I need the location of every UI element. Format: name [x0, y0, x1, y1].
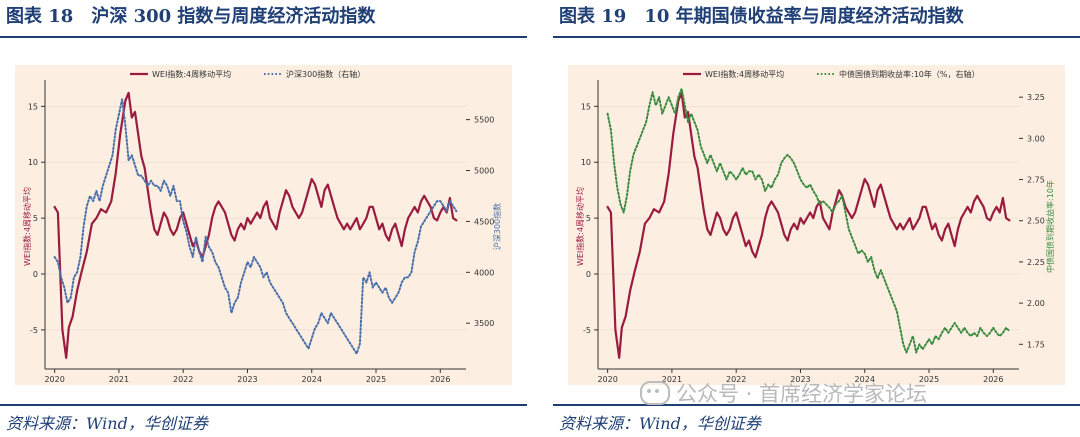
y-tick-label-right: 5000	[474, 167, 494, 176]
y-tick-label-right: 4000	[474, 268, 494, 277]
y-axis-label-right: 沪深300指数	[492, 203, 502, 250]
x-tick-label: 2021	[109, 375, 129, 384]
watermark-text: 公众号 · 首席经济学家论坛	[676, 382, 928, 406]
y-tick-label-right: 3.25	[1027, 93, 1045, 102]
x-tick-label: 2021	[662, 375, 682, 384]
y-axis-label-right: 中债国债到期收益率:10年	[1045, 180, 1055, 273]
y-tick-label-right: 2.75	[1027, 176, 1045, 185]
x-tick-label: 2020	[44, 375, 64, 384]
x-tick-label: 2020	[597, 375, 617, 384]
plot-background	[568, 65, 1065, 385]
y-tick-label-left: 5	[33, 214, 38, 223]
x-tick-label: 2025	[366, 375, 386, 384]
y-tick-label-left: 5	[586, 214, 591, 223]
series-line-right-axis	[606, 87, 1011, 354]
legend: WEI指数:4周移动平均 沪深300指数（右轴）	[130, 69, 365, 79]
chart-hs300-vs-wei: -5 0 5 10 15 3500 4000 4500 5000 5500 2020 2021 2022…	[15, 65, 512, 385]
y-tick-label-right: 1.75	[1027, 340, 1045, 349]
y-tick-label-right: 3.00	[1027, 134, 1045, 143]
x-tick-label: 2023	[237, 375, 257, 384]
x-tick-label: 2025	[919, 375, 939, 384]
x-tick-label: 2022	[173, 375, 193, 384]
y-tick-label-right: 2.00	[1027, 299, 1045, 308]
source-note: 资料来源：Wind，华创证券	[559, 414, 761, 433]
y-tick-label-right: 2.50	[1027, 217, 1045, 226]
y-tick-label-left: 0	[33, 270, 38, 279]
source-note: 资料来源：Wind，华创证券	[6, 414, 208, 433]
x-tick-label: 2024	[855, 375, 875, 384]
y-tick-label-left: 0	[586, 270, 591, 279]
legend-label: WEI指数:4周移动平均	[705, 69, 784, 79]
y-axis-label-left: WEI指数:4周移动平均	[22, 187, 32, 266]
y-tick-label-left: -5	[583, 326, 591, 335]
y-tick-label-left: 15	[581, 102, 591, 111]
source-rule	[553, 404, 1080, 406]
series-line-wei	[53, 91, 458, 359]
wechat-icon	[640, 381, 670, 405]
chart-title: 图表 19 10 年期国债收益率与周度经济活动指数	[559, 6, 964, 27]
y-tick-label-right: 5500	[474, 116, 494, 125]
title-rule	[553, 36, 1080, 38]
y-tick-label-left: 10	[28, 158, 38, 167]
series-line-wei	[606, 91, 1011, 359]
legend-label: WEI指数:4周移动平均	[152, 69, 231, 79]
x-tick-label: 2022	[726, 375, 746, 384]
y-tick-label-left: -5	[30, 326, 38, 335]
legend: WEI指数:4周移动平均 中债国债到期收益率:10年（%，右轴）	[683, 69, 979, 79]
chart-panel-bond-yield: 图表 19 10 年期国债收益率与周度经济活动指数 -5 0 5 10 15 1.75 2.…	[553, 0, 1080, 437]
series-line-right-axis	[53, 98, 458, 355]
y-tick-label-left: 10	[581, 158, 591, 167]
plot-background	[15, 65, 512, 385]
y-tick-label-left: 15	[28, 102, 38, 111]
legend-label: 中债国债到期收益率:10年（%，右轴）	[839, 69, 979, 79]
y-tick-label-right: 2.25	[1027, 258, 1045, 267]
title-rule	[0, 36, 527, 38]
legend-label: 沪深300指数（右轴）	[286, 69, 365, 79]
chart-bond-yield-vs-wei: -5 0 5 10 15 1.75 2.00 2.25 2.50 2.75 3.00 3.25 2020…	[568, 65, 1065, 385]
x-tick-label: 2024	[302, 375, 322, 384]
y-axis-label-left: WEI指数:4周移动平均	[575, 187, 585, 266]
x-tick-label: 2026	[430, 375, 450, 384]
chart-title: 图表 18 沪深 300 指数与周度经济活动指数	[6, 6, 376, 27]
watermark: 公众号 · 首席经济学家论坛	[640, 378, 927, 408]
y-tick-label-right: 4500	[474, 217, 494, 226]
chart-panel-hs300: 图表 18 沪深 300 指数与周度经济活动指数 -5 0 5 10 15 3500 400…	[0, 0, 527, 437]
y-tick-label-right: 3500	[474, 319, 494, 328]
x-tick-label: 2026	[983, 375, 1003, 384]
source-rule	[0, 404, 527, 406]
x-tick-label: 2023	[790, 375, 810, 384]
